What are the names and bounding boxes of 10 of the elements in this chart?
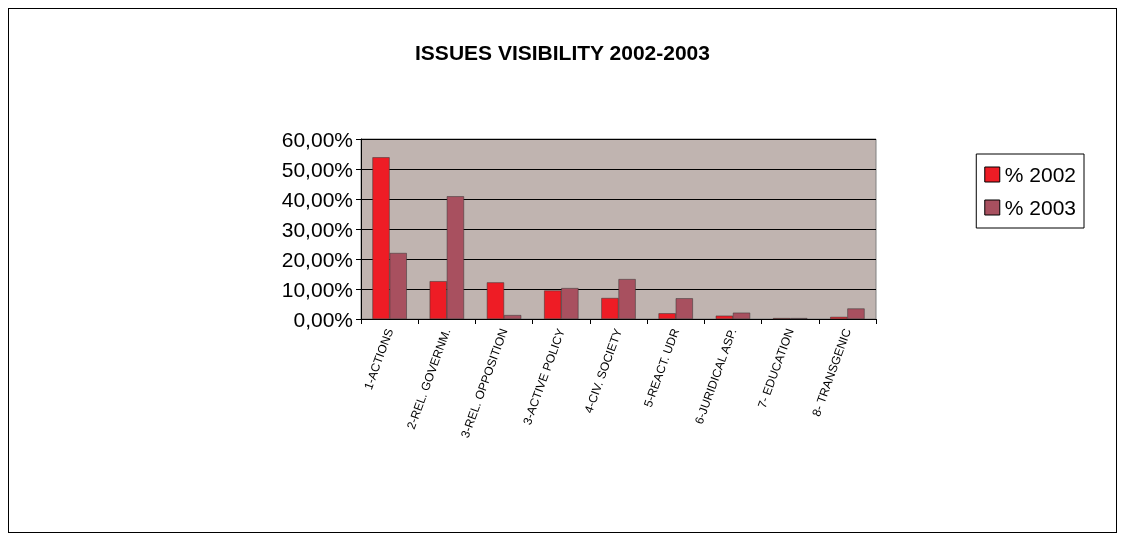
y-tick-label: 30,00% bbox=[281, 217, 353, 241]
legend-label: % 2003 bbox=[1004, 196, 1077, 219]
y-tick-label: 0,00% bbox=[293, 307, 353, 331]
y-tick-label: 60,00% bbox=[281, 127, 353, 151]
y-tick-label: 10,00% bbox=[281, 277, 353, 301]
y-tick-label: 20,00% bbox=[281, 247, 353, 271]
y-tick-label: 40,00% bbox=[281, 187, 353, 211]
chart-title: ISSUES VISIBILITY 2002-2003 bbox=[415, 41, 710, 64]
y-tick-label: 50,00% bbox=[281, 157, 353, 181]
legend-label: % 2002 bbox=[1004, 163, 1077, 186]
